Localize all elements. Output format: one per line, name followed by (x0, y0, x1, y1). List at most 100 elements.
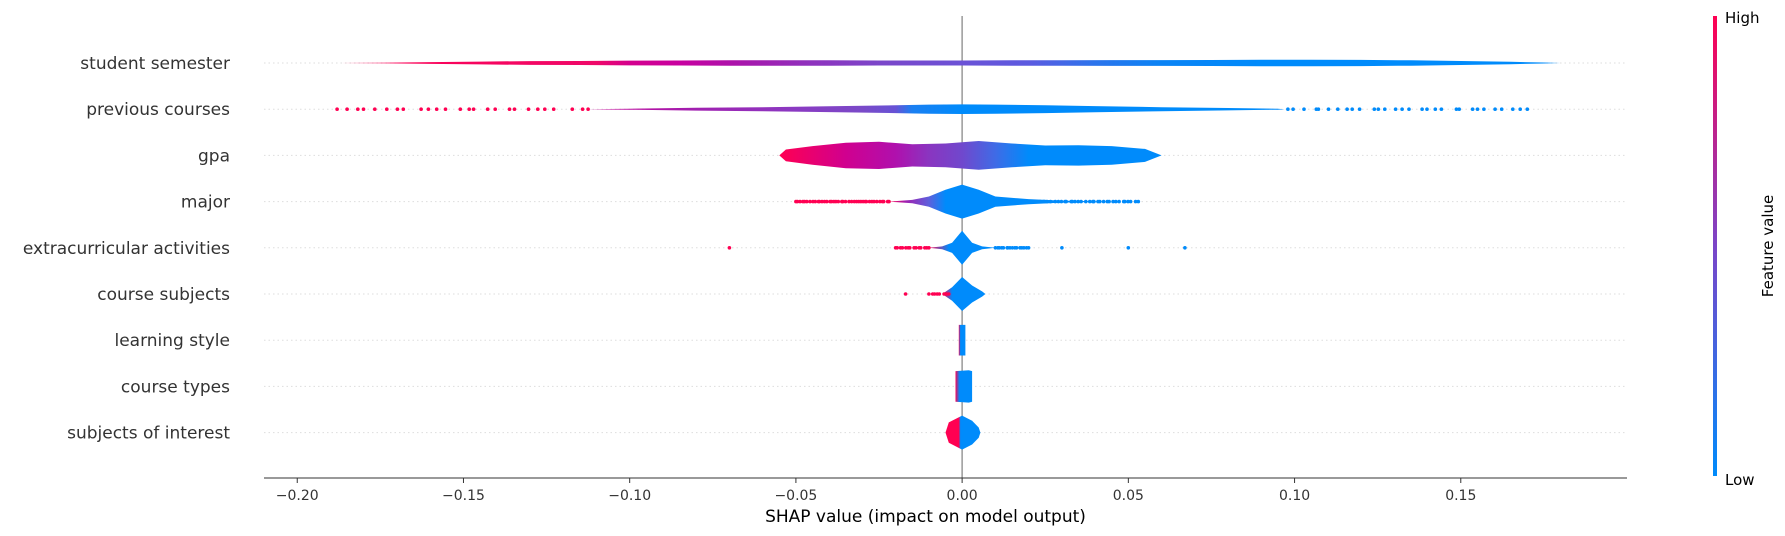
colorbar-gradient (1713, 16, 1717, 476)
outlier-dot (1336, 107, 1340, 111)
outlier-dot (993, 246, 998, 250)
outlier-dot (908, 246, 912, 250)
outlier-dot (1028, 199, 1032, 204)
outlier-dot (1009, 199, 1014, 204)
outlier-dot (385, 107, 389, 111)
outlier-dot (1021, 199, 1026, 204)
outlier-dot (1475, 107, 1480, 111)
outlier-dot (1400, 107, 1404, 111)
outlier-dot (1470, 107, 1475, 111)
outlier-dot (1073, 199, 1077, 204)
x-tick-label: −0.05 (774, 488, 817, 504)
outlier-dot (1126, 199, 1130, 204)
outlier-dot (1357, 107, 1362, 111)
outlier-dot (1117, 199, 1121, 204)
x-tick-label: 0.05 (1113, 488, 1144, 504)
outlier-dot (1511, 107, 1515, 111)
outlier-dot (1053, 199, 1058, 204)
outlier-dot (443, 107, 448, 111)
outlier-dot (426, 107, 431, 111)
feature-label: gpa (198, 146, 230, 166)
violin-shape (945, 415, 981, 450)
violin-shape (340, 59, 1561, 67)
outlier-dot (1499, 107, 1504, 111)
outlier-dot (1107, 199, 1111, 204)
violin-plots (340, 59, 1561, 450)
outlier-dot (1302, 107, 1306, 111)
outlier-dot (1136, 199, 1141, 204)
outlier-dot (1286, 107, 1290, 111)
outlier-dot (373, 107, 377, 111)
outlier-dot (1048, 199, 1053, 204)
outlier-dot (937, 292, 942, 296)
outlier-dot (1001, 199, 1006, 204)
outlier-dot (1026, 246, 1031, 250)
outlier-dot (580, 107, 585, 111)
outlier-dot (551, 107, 556, 111)
outlier-dot (836, 199, 841, 204)
feature-label: student semester (80, 54, 230, 74)
outlier-dot (798, 199, 802, 204)
outlier-dot (512, 107, 517, 111)
outlier-dot (1372, 107, 1377, 111)
outlier-dot (1383, 107, 1387, 111)
outlier-dot (864, 199, 869, 204)
outlier-dot (1126, 246, 1131, 250)
feature-label: learning style (114, 331, 230, 351)
outlier-dot (1088, 199, 1092, 204)
outlier-dot (1454, 107, 1459, 111)
outlier-dot (1420, 107, 1424, 111)
outlier-dot (947, 292, 951, 296)
outlier-dot (1010, 246, 1015, 250)
colorbar-low-label: Low (1725, 471, 1755, 489)
outlier-dot (467, 107, 472, 111)
outlier-dot (1316, 107, 1321, 111)
outlier-dot (1326, 107, 1331, 111)
outlier-dot (485, 107, 490, 111)
outlier-dot (817, 199, 822, 204)
outlier-dot (356, 107, 360, 111)
feature-label: major (181, 193, 230, 213)
outlier-dot (1128, 199, 1133, 204)
outlier-dot (1045, 199, 1049, 204)
outlier-dot (493, 107, 498, 111)
outlier-dot (1098, 199, 1102, 204)
outlier-dot (526, 107, 531, 111)
outlier-dot (1014, 199, 1019, 204)
outlier-dot (1001, 246, 1006, 250)
outlier-dot (395, 107, 400, 111)
violin-shape (942, 277, 986, 311)
outlier-dot (872, 199, 876, 204)
outlier-dot (335, 107, 339, 111)
outlier-dot (843, 199, 848, 204)
outlier-dot (847, 199, 851, 204)
x-tick-label: −0.10 (608, 488, 651, 504)
outlier-dot (536, 107, 540, 111)
outlier-dot (1350, 107, 1354, 111)
x-tick-label: −0.20 (276, 488, 319, 504)
outlier-dot (1092, 199, 1096, 204)
outlier-dot (471, 107, 476, 111)
outlier-dot (1006, 199, 1010, 204)
outlier-dot (932, 292, 937, 296)
outlier-dot (1345, 107, 1349, 111)
outlier-dot (419, 107, 423, 111)
outlier-dot (1433, 107, 1438, 111)
outlier-dot (1133, 199, 1138, 204)
violin-shape (586, 104, 1285, 114)
outlier-dot (808, 199, 812, 204)
outlier-dot (820, 199, 824, 204)
outlier-dot (458, 107, 463, 111)
outlier-dot (570, 107, 575, 111)
outlier-dot (903, 292, 908, 296)
feature-labels: student semester previous courses gpa major… (23, 54, 230, 444)
feature-label: previous courses (86, 100, 230, 120)
outlier-dot (795, 199, 800, 204)
outlier-dot (1056, 199, 1061, 204)
colorbar: High Low Feature value (1713, 9, 1777, 489)
outlier-dot (345, 107, 349, 111)
outlier-dot (1060, 246, 1064, 250)
outlier-dot (543, 107, 547, 111)
x-axis-ticks: −0.20 −0.15 −0.10 −0.05 0.00 0.05 0.10 0.15 (276, 478, 1476, 504)
outlier-dot (805, 199, 809, 204)
